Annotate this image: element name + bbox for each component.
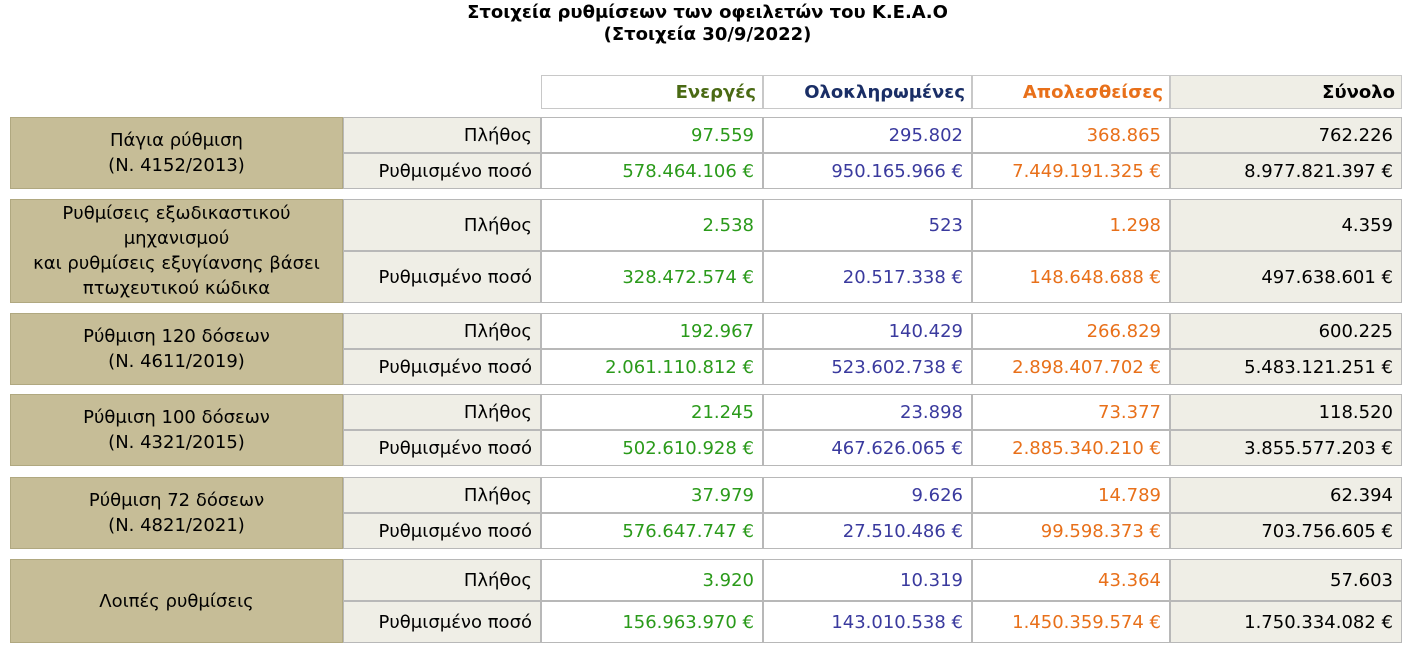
header-completed: Ολοκληρωμένες	[763, 75, 972, 109]
row-label: Ρυθμισμένο ποσό	[343, 153, 541, 189]
row-label: Ρυθμισμένο ποσό	[343, 349, 541, 385]
cell-completed: 10.319	[763, 559, 972, 601]
cell-lost: 2.898.407.702 €	[972, 349, 1170, 385]
cell-active: 156.963.970 €	[541, 601, 763, 643]
header-total: Σύνολο	[1170, 75, 1402, 109]
group-label-line: Ρύθμιση 120 δόσεων	[83, 326, 270, 347]
cell-completed: 295.802	[763, 117, 972, 153]
cell-active: 2.538	[541, 199, 763, 251]
cell-active: 97.559	[541, 117, 763, 153]
cell-total: 1.750.334.082 €	[1170, 601, 1402, 643]
cell-lost: 7.449.191.325 €	[972, 153, 1170, 189]
group-label: Ρύθμιση 120 δόσεων (Ν. 4611/2019)	[10, 313, 343, 385]
cell-completed: 467.626.065 €	[763, 430, 972, 466]
page-title: Στοιχεία ρυθμίσεων των οφειλετών του Κ.Ε…	[0, 2, 1415, 46]
group-label-line: και ρυθμίσεις εξυγίανσης βάσει	[33, 253, 320, 274]
cell-lost: 2.885.340.210 €	[972, 430, 1170, 466]
cell-lost: 43.364	[972, 559, 1170, 601]
cell-active: 578.464.106 €	[541, 153, 763, 189]
cell-active: 576.647.747 €	[541, 513, 763, 549]
cell-lost: 368.865	[972, 117, 1170, 153]
cell-total: 5.483.121.251 €	[1170, 349, 1402, 385]
cell-lost: 1.450.359.574 €	[972, 601, 1170, 643]
group-label-line: Λοιπές ρυθμίσεις	[99, 590, 254, 612]
row-label: Ρυθμισμένο ποσό	[343, 251, 541, 303]
group-label-line: Ρύθμιση 100 δόσεων	[83, 407, 270, 428]
row-label: Πλήθος	[343, 117, 541, 153]
cell-total: 62.394	[1170, 477, 1402, 513]
row-label: Πλήθος	[343, 313, 541, 349]
cell-completed: 9.626	[763, 477, 972, 513]
row-label: Πλήθος	[343, 477, 541, 513]
cell-completed: 27.510.486 €	[763, 513, 972, 549]
header-active: Ενεργές	[541, 75, 763, 109]
group-label: Ρύθμιση 100 δόσεων (Ν. 4321/2015)	[10, 394, 343, 466]
cell-completed: 523	[763, 199, 972, 251]
cell-active: 502.610.928 €	[541, 430, 763, 466]
cell-total: 600.225	[1170, 313, 1402, 349]
group-label-line: Ρυθμίσεις εξωδικαστικού	[62, 203, 291, 224]
cell-lost: 99.598.373 €	[972, 513, 1170, 549]
cell-active: 192.967	[541, 313, 763, 349]
cell-total: 4.359	[1170, 199, 1402, 251]
group-label-line: (Ν. 4321/2015)	[108, 432, 245, 453]
group-label: Λοιπές ρυθμίσεις	[10, 559, 343, 643]
cell-total: 57.603	[1170, 559, 1402, 601]
group-label: Ρύθμιση 72 δόσεων (Ν. 4821/2021)	[10, 477, 343, 549]
cell-active: 328.472.574 €	[541, 251, 763, 303]
cell-active: 37.979	[541, 477, 763, 513]
cell-total: 497.638.601 €	[1170, 251, 1402, 303]
cell-active: 2.061.110.812 €	[541, 349, 763, 385]
cell-completed: 143.010.538 €	[763, 601, 972, 643]
cell-completed: 523.602.738 €	[763, 349, 972, 385]
cell-lost: 73.377	[972, 394, 1170, 430]
header-lost: Απολεσθείσες	[972, 75, 1170, 109]
cell-total: 3.855.577.203 €	[1170, 430, 1402, 466]
row-label: Ρυθμισμένο ποσό	[343, 430, 541, 466]
title-line-1: Στοιχεία ρυθμίσεων των οφειλετών του Κ.Ε…	[467, 2, 948, 23]
group-label: Πάγια ρύθμιση (Ν. 4152/2013)	[10, 117, 343, 189]
group-label: Ρυθμίσεις εξωδικαστικού μηχανισμού και ρυθ…	[10, 199, 343, 303]
group-label-line: (Ν. 4821/2021)	[108, 515, 245, 536]
cell-total: 762.226	[1170, 117, 1402, 153]
group-label-line: μηχανισμού	[123, 228, 230, 249]
cell-active: 21.245	[541, 394, 763, 430]
group-label-line: Πάγια ρύθμιση	[110, 130, 243, 151]
row-label: Πλήθος	[343, 394, 541, 430]
group-label-line: Ρύθμιση 72 δόσεων	[88, 490, 265, 511]
cell-total: 703.756.605 €	[1170, 513, 1402, 549]
cell-lost: 266.829	[972, 313, 1170, 349]
cell-completed: 140.429	[763, 313, 972, 349]
row-label: Ρυθμισμένο ποσό	[343, 513, 541, 549]
cell-completed: 20.517.338 €	[763, 251, 972, 303]
group-label-line: (Ν. 4152/2013)	[108, 155, 245, 176]
cell-total: 8.977.821.397 €	[1170, 153, 1402, 189]
group-label-line: (Ν. 4611/2019)	[108, 351, 245, 372]
row-label: Ρυθμισμένο ποσό	[343, 601, 541, 643]
group-label-line: πτωχευτικού κώδικα	[82, 278, 271, 299]
title-line-2: (Στοιχεία 30/9/2022)	[603, 24, 812, 45]
row-label: Πλήθος	[343, 559, 541, 601]
cell-active: 3.920	[541, 559, 763, 601]
cell-lost: 14.789	[972, 477, 1170, 513]
cell-total: 118.520	[1170, 394, 1402, 430]
row-label: Πλήθος	[343, 199, 541, 251]
cell-completed: 950.165.966 €	[763, 153, 972, 189]
cell-lost: 148.648.688 €	[972, 251, 1170, 303]
cell-lost: 1.298	[972, 199, 1170, 251]
cell-completed: 23.898	[763, 394, 972, 430]
